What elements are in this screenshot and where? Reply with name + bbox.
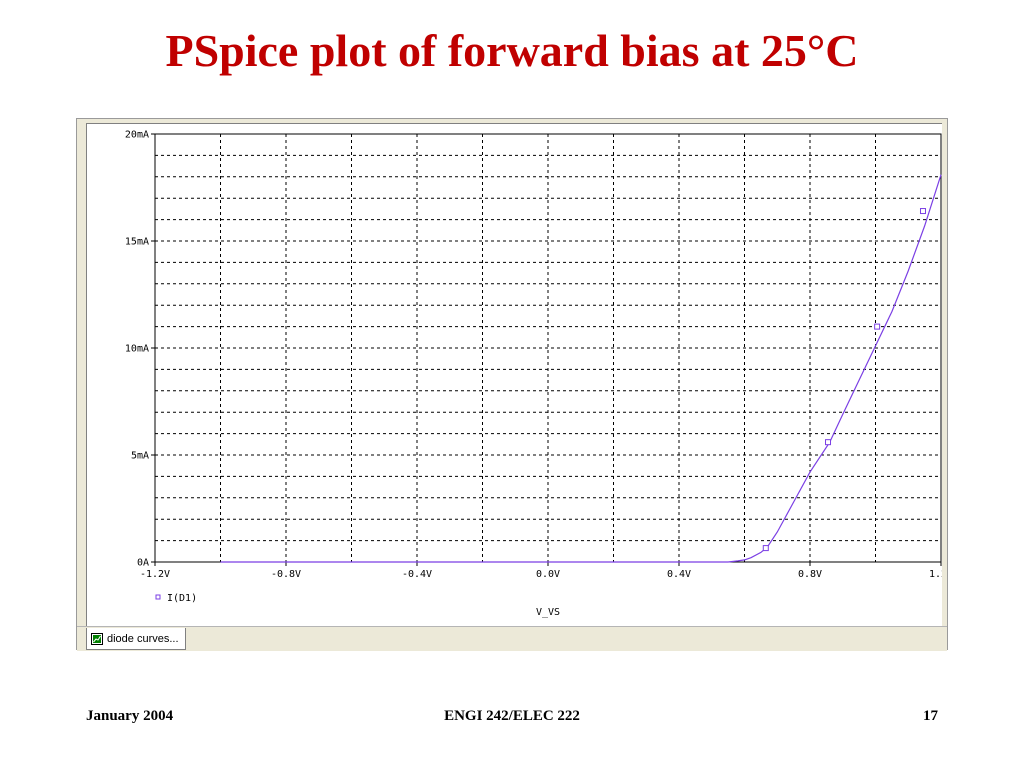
footer-course: ENGI 242/ELEC 222 (444, 708, 580, 724)
legend-label: I(D1) (167, 593, 197, 604)
pspice-probe-window: -1.2V -0.8V -0.4V 0.0V 0.4V 0.8V 1.2V 0A 5mA 10mA… (76, 118, 948, 651)
legend[interactable]: I(D1) (155, 593, 197, 604)
series-line-i-d1 (220, 174, 942, 563)
footer-page-number: 17 (923, 708, 938, 724)
data-point-marker (762, 545, 769, 552)
y-tick-label: 20mA (125, 130, 149, 141)
window-tab-bar: diode curves... (77, 626, 947, 651)
y-tick-label: 0A (137, 558, 149, 569)
x-axis-label: V_VS (536, 607, 560, 618)
x-tick-label: -0.4V (402, 569, 432, 580)
axis-layer (151, 133, 942, 566)
legend-marker (155, 594, 161, 600)
x-tick-label: -1.2V (140, 569, 170, 580)
tick-label-layer: -1.2V -0.8V -0.4V 0.0V 0.4V 0.8V 1.2V 0A 5mA 10mA… (125, 130, 942, 581)
forward-bias-chart: -1.2V -0.8V -0.4V 0.0V 0.4V 0.8V 1.2V 0A 5mA 10mA… (125, 130, 942, 619)
trace-layer (220, 174, 942, 563)
x-tick-label: -0.8V (271, 569, 301, 580)
y-tick-label: 10mA (125, 344, 149, 355)
grid-layer (155, 134, 941, 562)
slide-title: PSpice plot of forward bias at 25°C (165, 25, 859, 76)
footer-date: January 2004 (86, 708, 174, 724)
data-point-marker (825, 439, 832, 446)
plot-window-icon (91, 632, 103, 645)
x-tick-label: 1.2V (929, 569, 942, 580)
data-point-marker (874, 323, 881, 330)
data-point-marker (919, 208, 926, 215)
x-tick-label: 0.0V (536, 569, 560, 580)
y-tick-label: 5mA (131, 451, 149, 462)
plot-panel: -1.2V -0.8V -0.4V 0.0V 0.4V 0.8V 1.2V 0A 5mA 10mA… (86, 123, 942, 627)
tab-diode-curves[interactable]: diode curves... (86, 628, 186, 650)
tab-label: diode curves... (107, 632, 179, 645)
x-tick-label: 0.4V (667, 569, 691, 580)
y-tick-label: 15mA (125, 237, 149, 248)
x-tick-label: 0.8V (798, 569, 822, 580)
